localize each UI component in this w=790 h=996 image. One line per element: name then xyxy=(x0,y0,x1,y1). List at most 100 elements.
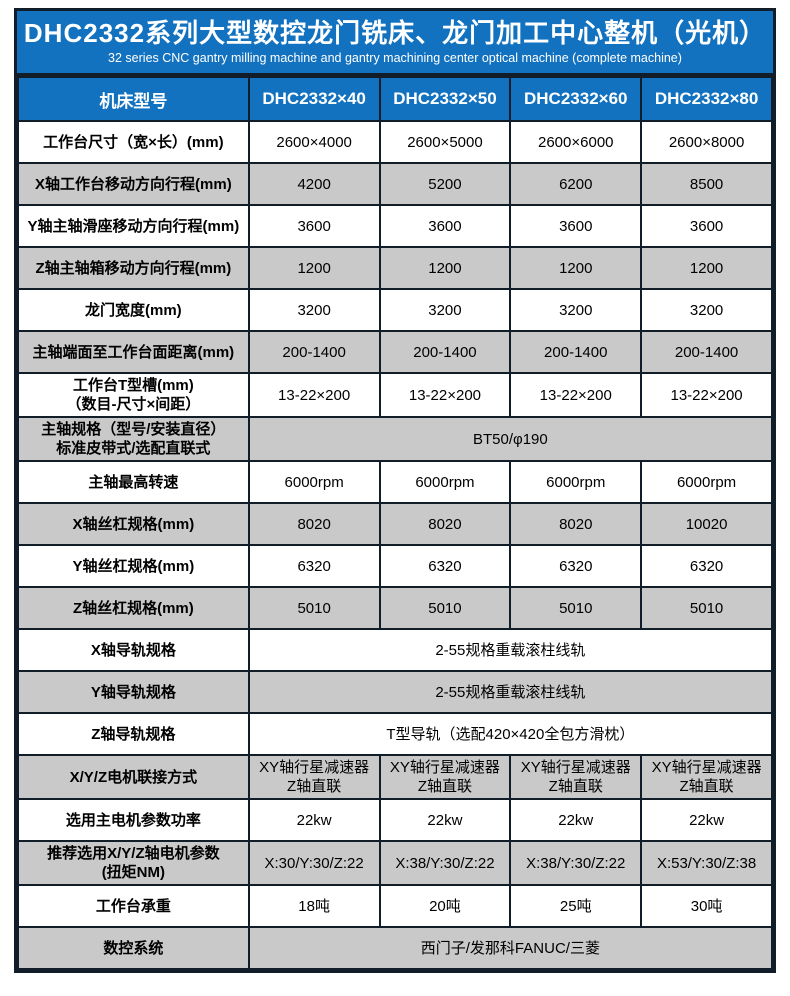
cell-text: 30吨 xyxy=(690,897,723,915)
page-subtitle: 32 series CNC gantry milling machine and… xyxy=(108,51,682,65)
cell-text: 8020 xyxy=(428,515,462,533)
cell-text: 工作台T型槽(mm) xyxy=(72,377,194,394)
column-header: DHC2332×60 xyxy=(509,76,643,122)
cell-text: 3600 xyxy=(559,217,593,235)
cell-text: 主轴最高转速 xyxy=(88,473,179,491)
table-row: Z轴主轴箱移动方向行程(mm) 1200 1200 1200 1200 xyxy=(17,246,773,290)
cell-text: 200-1400 xyxy=(674,343,739,361)
cell-text: X:38/Y:30/Z:22 xyxy=(395,854,495,872)
cell-text: DHC2332×60 xyxy=(524,89,628,108)
cell-text: 20吨 xyxy=(429,897,461,915)
table-row: Y轴主轴滑座移动方向行程(mm) 3600 3600 3600 3600 xyxy=(17,204,773,248)
row-value: 3600 xyxy=(640,204,773,248)
row-value: 3600 xyxy=(247,204,381,248)
table-body: 工作台尺寸（宽×长）(mm) 2600×4000 2600×5000 2600×600… xyxy=(17,120,774,970)
cell-text: 机床型号 xyxy=(99,91,168,111)
row-label: X轴丝杠规格(mm) xyxy=(17,502,250,546)
cell-text: DHC2332×50 xyxy=(393,89,497,108)
row-value: 22kw xyxy=(378,798,512,842)
cell-text: BT50/φ190 xyxy=(472,430,548,448)
cell-text: 6000rpm xyxy=(676,473,737,491)
row-label: X轴工作台移动方向行程(mm) xyxy=(17,162,250,206)
row-value: 6000rpm xyxy=(509,460,643,504)
row-value: X:53/Y:30/Z:38 xyxy=(640,840,773,886)
row-value-merged: 2-55规格重载滚柱线轨 xyxy=(247,628,774,672)
row-label: 数控系统 xyxy=(17,926,250,970)
cell-text: T型导轨（选配420×420全包方滑枕） xyxy=(386,725,635,743)
table-header-row: 机床型号 DHC2332×40 DHC2332×50 DHC2332×60 DHC233… xyxy=(17,76,773,122)
table-header: 机床型号 DHC2332×40 DHC2332×50 DHC2332×60 DHC233… xyxy=(17,76,773,122)
row-value: 6320 xyxy=(509,544,643,588)
row-value: 5200 xyxy=(378,162,512,206)
cell-text: 200-1400 xyxy=(544,343,608,361)
cell-text: X轴丝杠规格(mm) xyxy=(72,515,195,533)
column-header: DHC2332×50 xyxy=(378,76,512,122)
table-row: 数控系统 西门子/发那科FANUC/三菱 xyxy=(17,926,774,970)
cell-text: 22kw xyxy=(689,811,725,829)
table-row: 主轴规格（型号/安装直径） 标准皮带式/选配直联式 BT50/φ190 xyxy=(17,416,774,462)
row-value: 8020 xyxy=(378,502,512,546)
cell-text: X轴导轨规格 xyxy=(90,641,176,659)
row-value: 200-1400 xyxy=(640,330,773,374)
cell-text: 6320 xyxy=(559,557,593,575)
cell-text: 工作台尺寸（宽×长）(mm) xyxy=(43,133,224,151)
cell-text: 200-1400 xyxy=(413,343,477,361)
cell-text: Z轴主轴箱移动方向行程(mm) xyxy=(35,259,232,277)
row-label: 工作台尺寸（宽×长）(mm) xyxy=(17,120,250,164)
row-label: Y轴主轴滑座移动方向行程(mm) xyxy=(17,204,250,248)
row-value: 6320 xyxy=(247,544,381,588)
row-label: Z轴丝杠规格(mm) xyxy=(17,586,250,630)
cell-text: 2600×6000 xyxy=(538,133,614,151)
cell-text: 3600 xyxy=(689,217,724,235)
row-value-merged: 2-55规格重载滚柱线轨 xyxy=(247,670,774,714)
spec-sheet: DHC2332系列大型数控龙门铣床、龙门加工中心整机（光机） 32 series… xyxy=(14,8,776,973)
row-value: 1200 xyxy=(640,246,773,290)
row-value: 8020 xyxy=(509,502,643,546)
cell-text: 3200 xyxy=(559,301,593,319)
row-value: 200-1400 xyxy=(509,330,643,374)
cell-text: 13-22×200 xyxy=(408,386,482,404)
row-value-merged: T型导轨（选配420×420全包方滑枕） xyxy=(247,712,774,756)
column-header-model: 机床型号 xyxy=(17,76,250,122)
cell-text: 1200 xyxy=(559,259,593,277)
cell-text: 3200 xyxy=(689,301,724,319)
row-value: 22kw xyxy=(509,798,643,842)
row-value: XY轴行星减速器 Z轴直联 xyxy=(378,754,512,800)
cell-text: 2600×5000 xyxy=(407,133,483,151)
row-label: 工作台承重 xyxy=(17,884,250,928)
row-value: 6000rpm xyxy=(640,460,773,504)
row-value: 6320 xyxy=(378,544,512,588)
row-value: 1200 xyxy=(247,246,381,290)
row-label: Z轴导轨规格 xyxy=(17,712,250,756)
spec-table: 机床型号 DHC2332×40 DHC2332×50 DHC2332×60 DHC233… xyxy=(17,76,774,970)
row-value: 3600 xyxy=(509,204,643,248)
table-row: Z轴导轨规格 T型导轨（选配420×420全包方滑枕） xyxy=(17,712,774,756)
row-value: 13-22×200 xyxy=(640,372,773,418)
row-label: 主轴端面至工作台面距离(mm) xyxy=(17,330,250,374)
row-value: 4200 xyxy=(247,162,381,206)
cell-text: 工作台承重 xyxy=(95,897,171,915)
cell-text: 5010 xyxy=(689,599,724,617)
table-row: 龙门宽度(mm) 3200 3200 3200 3200 xyxy=(17,288,773,332)
table-row: X轴导轨规格 2-55规格重载滚柱线轨 xyxy=(17,628,774,672)
cell-text: 主轴规格（型号/安装直径） xyxy=(41,421,226,438)
cell-text: 2600×8000 xyxy=(668,133,745,151)
cell-text: Z轴直联 xyxy=(417,778,473,795)
cell-text: 5010 xyxy=(428,599,462,617)
cell-text: 13-22×200 xyxy=(278,386,351,404)
cell-text: 3600 xyxy=(428,217,462,235)
row-label: 龙门宽度(mm) xyxy=(17,288,250,332)
cell-text: 5010 xyxy=(559,599,593,617)
cell-text: Z轴直联 xyxy=(287,778,342,795)
cell-text: X:38/Y:30/Z:22 xyxy=(526,854,626,872)
cell-text: X/Y/Z电机联接方式 xyxy=(69,768,198,786)
cell-text: 6320 xyxy=(689,557,724,575)
cell-text: XY轴行星减速器 xyxy=(389,759,500,776)
row-value: 25吨 xyxy=(509,884,643,928)
cell-text: X:53/Y:30/Z:38 xyxy=(656,854,757,872)
cell-text: 3200 xyxy=(428,301,462,319)
row-value: 6000rpm xyxy=(378,460,512,504)
table-row: 工作台承重 18吨 20吨 25吨 30吨 xyxy=(17,884,773,928)
row-value: X:30/Y:30/Z:22 xyxy=(247,840,381,886)
row-value: 200-1400 xyxy=(378,330,512,374)
